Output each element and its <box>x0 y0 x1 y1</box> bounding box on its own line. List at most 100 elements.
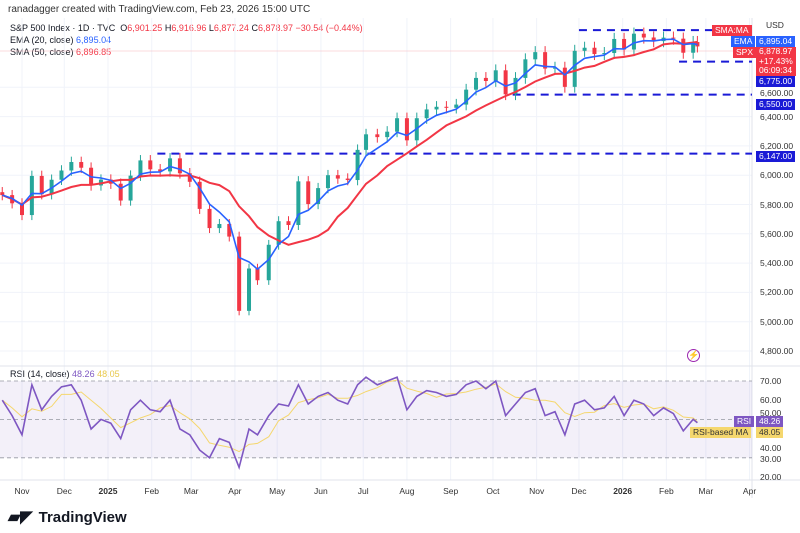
candle <box>404 118 409 141</box>
rsi-label[interactable]: RSI (14, close) <box>10 369 70 379</box>
candle <box>217 223 222 229</box>
candle <box>691 42 696 53</box>
close-value: 6,878.97 <box>257 23 293 33</box>
candle <box>582 47 587 51</box>
candle <box>158 169 163 172</box>
candle <box>306 181 311 205</box>
candle <box>454 104 459 108</box>
time-tick: Jul <box>357 486 369 496</box>
candle <box>247 268 252 311</box>
price-tick: 5,600.00 <box>760 228 794 239</box>
candle <box>49 179 54 195</box>
time-tick: 2026 <box>613 486 633 496</box>
candle <box>651 37 656 42</box>
spx-price: 6,878.97 <box>759 46 793 56</box>
price-tick: 6,600.00 <box>760 88 794 99</box>
candle <box>187 173 192 182</box>
rsi-tick: 20.00 <box>760 472 782 482</box>
time-tick: Feb <box>144 486 160 496</box>
open-label: O <box>120 23 128 33</box>
candle <box>227 223 232 237</box>
level-tag-6147: 6,147.00 <box>756 151 796 162</box>
time-tick: Mar <box>698 486 714 496</box>
candle <box>276 221 281 245</box>
close-label: C <box>251 23 258 33</box>
candle <box>335 175 340 179</box>
candle <box>296 181 301 226</box>
low-value: 6,877.24 <box>213 23 249 33</box>
candle <box>631 33 636 50</box>
candle <box>20 203 24 216</box>
candle <box>325 175 330 189</box>
rsi-tick: 70.00 <box>760 376 782 386</box>
candle <box>39 175 44 195</box>
candle <box>434 106 439 110</box>
currency-label: USD <box>766 20 784 30</box>
time-tick: Aug <box>399 486 415 496</box>
time-tick: Apr <box>742 486 757 496</box>
candle <box>493 70 498 82</box>
change-value: −30.54 (−0.44%) <box>295 23 363 33</box>
spx-countdown: 06:09:34 <box>759 65 793 75</box>
candle <box>592 47 597 55</box>
price-tick: 4,800.00 <box>760 346 794 356</box>
candle <box>474 77 479 90</box>
candle <box>0 192 5 196</box>
rsi-ma-tag: RSI-based MA <box>690 427 752 438</box>
time-tick: Jun <box>314 486 328 496</box>
candle <box>255 268 260 281</box>
candle <box>533 52 538 60</box>
candle <box>543 52 548 69</box>
level-tag-6550: 6,550.00 <box>756 99 796 110</box>
candle <box>197 181 202 209</box>
lightning-icon[interactable]: ⚡ <box>687 349 700 362</box>
ema-20-line <box>2 38 698 271</box>
time-tick: Feb <box>659 486 674 496</box>
candle <box>602 53 607 55</box>
price-tick: 6,400.00 <box>760 111 794 122</box>
rsi-tick: 30.00 <box>760 453 782 464</box>
candle <box>128 175 133 201</box>
time-tick: Dec <box>56 486 72 496</box>
high-label: H <box>164 23 172 33</box>
candle <box>681 38 686 53</box>
candle <box>612 38 617 54</box>
rsi-tick: 40.00 <box>760 442 782 453</box>
candle <box>177 158 182 174</box>
price-tick: 6,200.00 <box>760 140 794 151</box>
candle <box>483 77 488 82</box>
symbol-legend: S&P 500 Index · 1D · TVC O6,901.25 H6,91… <box>10 22 363 58</box>
candle <box>513 77 518 95</box>
candle <box>148 160 153 170</box>
candle <box>29 175 34 216</box>
price-tick: 5,800.00 <box>760 199 794 210</box>
price-tick: 5,200.00 <box>760 287 794 298</box>
price-tick: 6,000.00 <box>760 170 794 181</box>
level-tag-6775: 6,775.00 <box>756 76 796 87</box>
ema-tag: EMA <box>731 36 756 47</box>
candle <box>444 106 449 108</box>
candle <box>237 236 242 311</box>
tradingview-logo: ▰◤ TradingView <box>8 507 127 527</box>
rsi-line <box>1 376 698 470</box>
candle <box>316 188 321 205</box>
price-tick: 5,000.00 <box>760 316 794 327</box>
sma-value: 6,896.85 <box>76 47 112 57</box>
candle <box>138 160 143 176</box>
rsi-ma-line <box>1 379 698 453</box>
sma-label[interactable]: SMA (50, close) <box>10 47 74 57</box>
time-tick: 2025 <box>98 486 118 496</box>
time-tick: Apr <box>228 486 242 496</box>
open-value: 6,901.25 <box>127 23 163 33</box>
sma-ma-tag: SMA:MA <box>712 25 752 36</box>
symbol-name[interactable]: S&P 500 Index · 1D · TVC <box>10 23 116 33</box>
candle <box>345 178 350 181</box>
rsi-ma-value-tag: 48.05 <box>756 427 784 438</box>
candle <box>424 109 429 119</box>
candle <box>562 67 567 87</box>
ema-label[interactable]: EMA (20, close) <box>10 35 74 45</box>
spx-tag: SPX <box>733 47 757 58</box>
candle <box>523 59 528 78</box>
candle <box>79 162 84 168</box>
